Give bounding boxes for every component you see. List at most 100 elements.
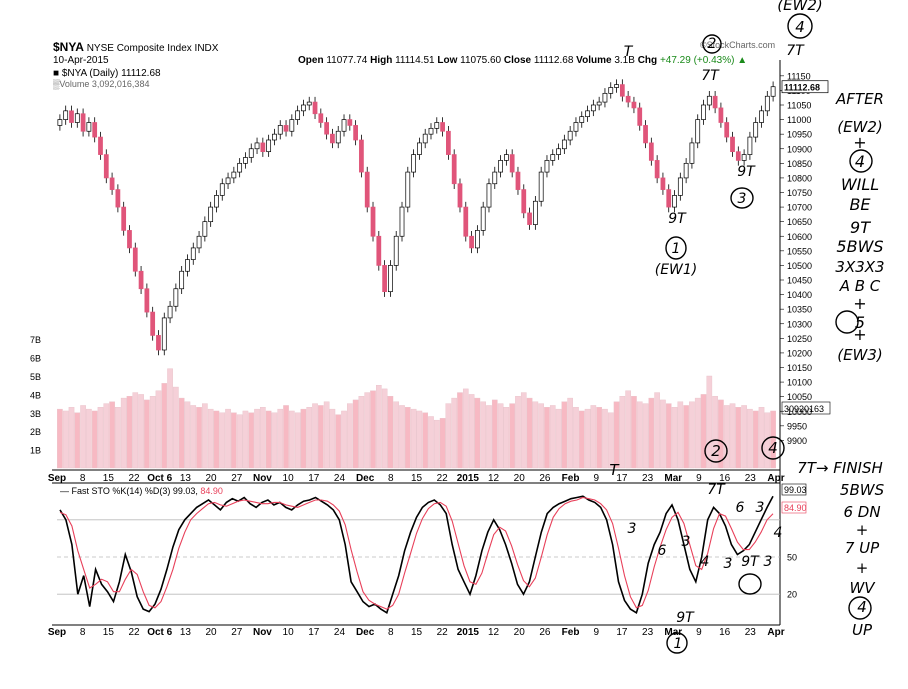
volume-bar (347, 403, 353, 469)
sto-date-tick-label: 20 (514, 627, 526, 638)
candle-up (741, 154, 747, 161)
volume-bar (486, 405, 492, 469)
candle-up (596, 101, 602, 106)
price-tick-label: 10650 (787, 217, 812, 227)
volume-bar (515, 396, 521, 469)
volume-bar (439, 418, 446, 469)
candle-up (266, 139, 272, 153)
volume-bar (300, 408, 307, 469)
volume-bar (613, 401, 620, 469)
sto-k-line (59, 495, 774, 615)
candle-down (730, 136, 735, 153)
change-value: +47.29 (+0.43%) (659, 55, 735, 66)
volume-bar (718, 399, 724, 469)
date-tick-label: Apr (767, 473, 784, 484)
volume-bar (642, 403, 649, 469)
volume-legend: ▒Volume 3,092,016,384 (53, 79, 150, 89)
stochastic-panel: 50 20 — Fast STO %K(14) %D(3) 99.03, 84.90… (57, 483, 807, 615)
candle-down (353, 125, 358, 141)
sto-date-tick-label: Sep (48, 627, 66, 638)
candle-up (277, 125, 283, 135)
volume-bar (173, 386, 179, 469)
candle-down (132, 247, 138, 272)
volume-bar (770, 410, 776, 469)
candle-up (341, 119, 347, 132)
volume-bar (358, 396, 365, 469)
low-value: 11075.60 (460, 55, 502, 66)
note-sto-mark: 6 (658, 543, 667, 559)
candle-down (660, 177, 666, 190)
candle-up (689, 142, 695, 164)
price-tick-label: 10250 (787, 334, 812, 344)
candle-up (550, 154, 556, 161)
note-sto-mark: 1 (674, 636, 683, 652)
candle-up (411, 154, 416, 173)
candle-down (115, 189, 121, 208)
date-tick-label: 16 (719, 473, 731, 484)
sto-last-badge (781, 501, 807, 514)
sto-tick-label: 50 (787, 553, 797, 563)
date-tick-label: 8 (388, 473, 394, 484)
volume-bar (80, 405, 86, 469)
volume-bar (584, 408, 591, 469)
volume-bar (178, 397, 185, 469)
candle-up (486, 183, 492, 208)
high-label: High (370, 55, 393, 66)
sto-date-tick-label: 15 (411, 627, 423, 638)
volume-bar (671, 407, 678, 469)
candle-down (446, 130, 451, 155)
volume-bar (109, 401, 115, 469)
candle-up (399, 206, 405, 237)
volume-bar (532, 401, 539, 469)
date-tick-label: 15 (411, 473, 423, 484)
volume-bar (457, 392, 463, 469)
volume-bar (225, 408, 231, 469)
price-candles (57, 79, 776, 356)
volume-last-badge (781, 401, 831, 415)
price-tick-label: 9950 (787, 421, 807, 431)
volume-bar (561, 401, 568, 469)
candle-down (150, 311, 156, 336)
volume-bar (689, 401, 695, 469)
volume-bar (538, 403, 544, 469)
sto-date-tick-label: 22 (437, 627, 449, 638)
date-tick-label: Oct 6 (147, 473, 172, 484)
candle-down (724, 122, 730, 138)
axes: 1115011100110501100010950109001085010800… (48, 71, 829, 638)
volume-bar (422, 412, 429, 469)
candle-down (103, 154, 109, 179)
open-label: Open (298, 55, 324, 66)
candle-up (590, 104, 596, 112)
sto-legend: — Fast STO %K(14) %D(3) 99.03, 84.90 (60, 486, 223, 496)
sto-date-tick-label: 27 (231, 627, 243, 638)
volume-bar (625, 390, 631, 469)
volume-bar (399, 405, 405, 469)
candle-down (469, 235, 474, 249)
candle-up (248, 148, 254, 158)
change-arrow-icon: ▲ (737, 55, 748, 66)
volume-bar (752, 410, 759, 469)
volume-bar (503, 407, 510, 469)
volume-bar (335, 414, 342, 469)
sto-date-tick-label: Feb (562, 627, 580, 638)
note-price-right: (EW2) (837, 118, 883, 136)
note-price-mark: 7T (701, 68, 720, 84)
volume-bar (602, 408, 608, 469)
date-tick-label: Mar (664, 473, 682, 484)
price-tick-label: 10400 (787, 290, 812, 300)
candle-up (254, 142, 260, 150)
date-tick-label: Feb (562, 473, 580, 484)
volume-bar (700, 394, 707, 469)
volume-bar (741, 405, 747, 469)
circle-2-axis (704, 439, 728, 463)
sto-date-tick-label: Mar (664, 627, 682, 638)
volume-bar (677, 401, 684, 469)
volume-bar (416, 410, 423, 469)
volume-bar (115, 407, 121, 469)
last-price-label: 11112.68 (784, 83, 820, 93)
candle-up (695, 119, 701, 144)
volume-bar (567, 397, 573, 469)
candle-up (301, 104, 306, 112)
candle-down (619, 84, 625, 97)
